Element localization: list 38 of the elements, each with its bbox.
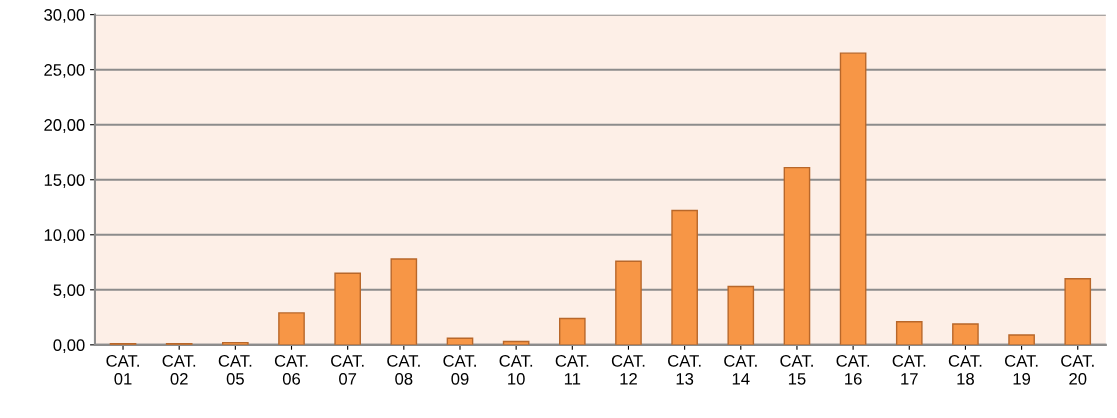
x-tick-label: CAT. 16 (836, 355, 870, 385)
y-tick-label: 25,00 (44, 64, 85, 78)
bar (895, 321, 923, 345)
bar (1008, 334, 1035, 345)
x-tick-label: CAT. 20 (1061, 355, 1094, 385)
y-tick-label: 5,00 (53, 284, 85, 298)
x-tick-label: CAT. 08 (387, 355, 420, 385)
bar (1064, 278, 1092, 345)
bar (671, 209, 698, 345)
bar (278, 312, 305, 345)
bar (727, 285, 755, 345)
x-tick-label: CAT. 02 (162, 355, 196, 385)
x-tick-label: CAT. 17 (892, 355, 926, 385)
x-tick-label: CAT. 01 (106, 355, 139, 385)
bar (558, 317, 586, 345)
x-tick-label: CAT. 06 (274, 355, 308, 385)
x-tick-label: CAT. 19 (1005, 355, 1038, 385)
x-tick-label: CAT. 18 (948, 355, 982, 385)
x-tick-label: CAT. 13 (668, 355, 701, 385)
y-tick-label: 10,00 (44, 229, 85, 243)
x-tick-label: CAT. 10 (499, 355, 533, 385)
bar (952, 323, 979, 345)
y-tick-label: 0,00 (53, 339, 85, 354)
y-tick-label: 30,00 (44, 9, 85, 23)
bar (783, 166, 811, 345)
bar (839, 52, 867, 345)
bar (390, 258, 418, 345)
y-tick-label: 15,00 (44, 174, 85, 188)
x-tick-label: CAT. 14 (724, 355, 757, 385)
x-tick-label: CAT. 15 (780, 355, 813, 385)
x-tick-label: CAT. 12 (611, 355, 645, 385)
bar (334, 272, 361, 345)
y-tick-label: 20,00 (44, 119, 85, 133)
x-tick-label: CAT. 11 (555, 355, 589, 385)
x-tick-label: CAT. 09 (443, 355, 476, 385)
bar (615, 260, 642, 345)
x-tick-label: CAT. 05 (218, 355, 252, 385)
x-tick-label: CAT. 07 (331, 355, 364, 385)
